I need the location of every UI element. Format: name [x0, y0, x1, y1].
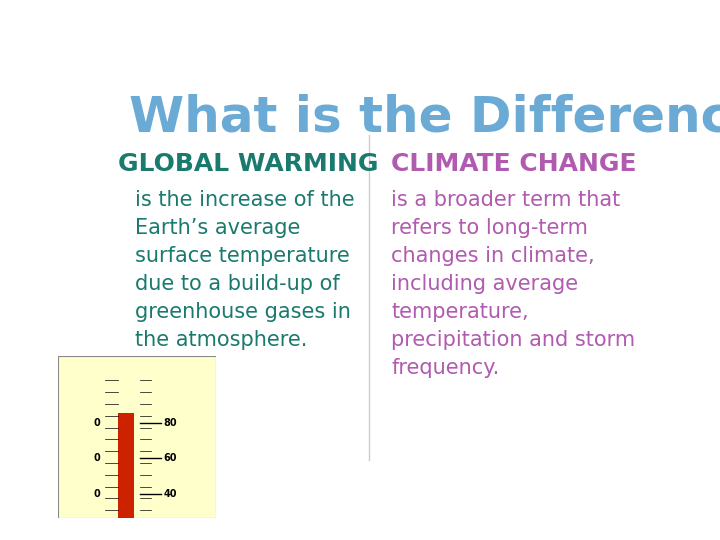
Text: is a broader term that
refers to long-term
changes in climate,
including average: is a broader term that refers to long-te…	[392, 190, 636, 377]
Text: 80: 80	[163, 418, 177, 428]
Text: What is the Difference?: What is the Difference?	[129, 94, 720, 142]
Text: CLIMATE CHANGE: CLIMATE CHANGE	[392, 152, 636, 176]
Text: 60: 60	[163, 454, 177, 463]
Text: 0: 0	[94, 418, 101, 428]
Bar	[118, 413, 134, 518]
Text: 0: 0	[94, 489, 101, 499]
Text: GLOBAL WARMING: GLOBAL WARMING	[118, 152, 379, 176]
Text: is the increase of the
Earth’s average
surface temperature
due to a build-up of
: is the increase of the Earth’s average s…	[135, 190, 354, 349]
Text: 40: 40	[163, 489, 177, 499]
Text: 0: 0	[94, 454, 101, 463]
FancyBboxPatch shape	[58, 356, 216, 518]
